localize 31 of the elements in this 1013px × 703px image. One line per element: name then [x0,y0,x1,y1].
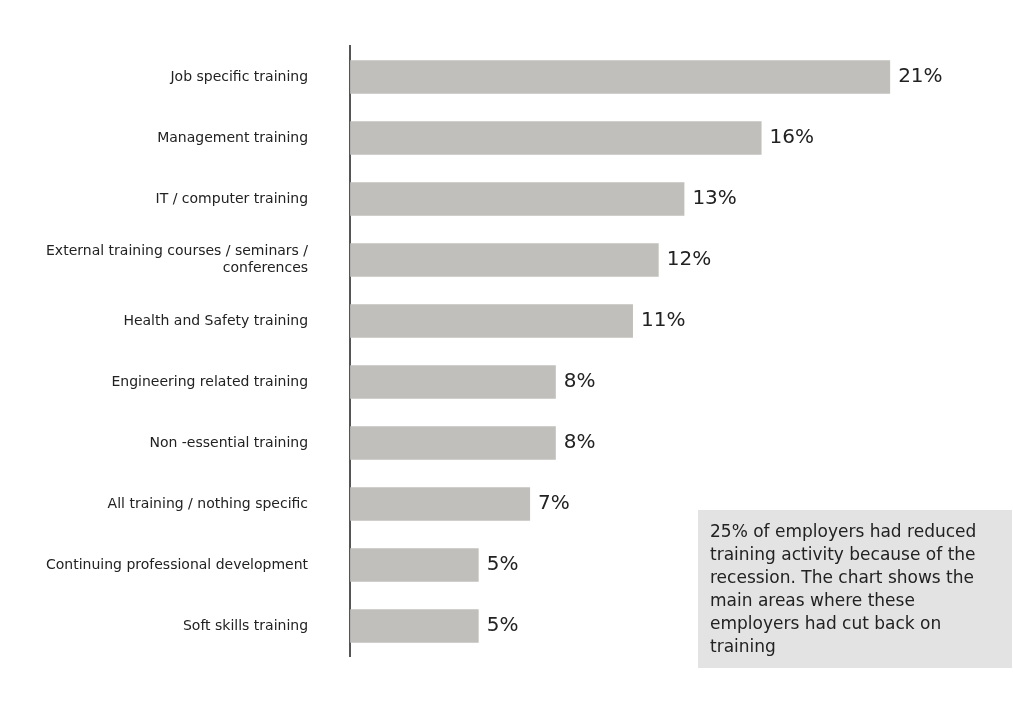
data-label: 5% [486,612,519,637]
data-label: 16% [769,124,814,149]
data-label: 8% [563,429,596,454]
y-tick-label: Engineering related training [111,372,309,389]
bar [350,365,556,399]
data-label: 13% [692,185,737,210]
bar [350,548,479,582]
data-label: 21% [898,63,943,88]
y-tick-label: IT / computer training [155,189,309,206]
y-tick-label: Management training [157,128,309,145]
data-label: 7% [538,490,570,515]
bar [350,426,556,460]
bar [350,60,891,94]
y-tick-label: Continuing professional development [45,555,309,572]
y-tick-label: Non -essential training [149,433,309,450]
bar [350,487,531,521]
data-label: 12% [666,246,712,271]
bar [350,182,685,216]
y-tick-label: External training courses / seminars / conferences [46,242,309,276]
data-label: 5% [486,551,519,576]
y-tick-label: All training / nothing specific [107,494,309,511]
y-tick-label: Job specific training [169,67,309,84]
annotation: 25% of employers had reduced training activity because of the recession. The chart shows the main areas where these employers had cut back on training [710,520,978,658]
bar [350,243,659,277]
bar [350,609,479,643]
bar [350,304,633,338]
data-label: 8% [563,368,596,393]
y-tick-label: Soft skills training [182,616,309,633]
bar [350,121,762,155]
y-tick-label: Health and Safety training [123,311,309,328]
data-label: 11% [640,307,686,332]
